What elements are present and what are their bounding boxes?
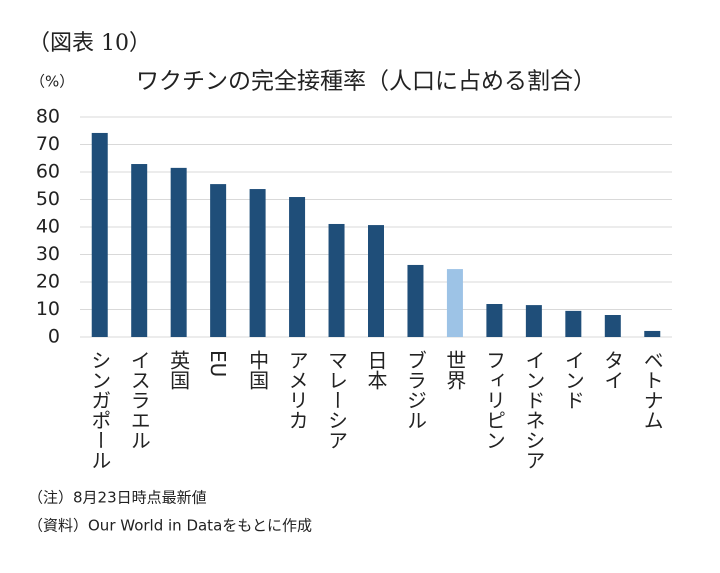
x-tick-label: フィリピン xyxy=(482,350,506,450)
x-tick-label: イスラエル xyxy=(127,350,151,450)
figure-label: （図表 10） xyxy=(28,31,151,56)
bar xyxy=(525,305,542,337)
y-tick-label: 60 xyxy=(36,161,60,183)
bar xyxy=(91,132,108,337)
bar xyxy=(368,225,384,337)
y-tick-label: 0 xyxy=(48,326,60,348)
y-tick-label: 50 xyxy=(36,188,60,210)
y-tick-label: 30 xyxy=(36,243,60,265)
x-tick-label: 中国 xyxy=(246,350,270,390)
x-tick-label: ベトナム xyxy=(640,350,664,430)
bar xyxy=(328,223,345,337)
x-tick-label: マレーシア xyxy=(325,350,349,450)
bar xyxy=(644,330,661,337)
bar xyxy=(210,184,227,337)
y-tick-label: 80 xyxy=(36,106,60,128)
bar xyxy=(604,315,621,337)
note: （注）8月23日時点最新値 xyxy=(28,489,207,507)
x-tick-label: インド xyxy=(561,350,585,410)
y-tick-label: 20 xyxy=(36,271,60,293)
y-tick-label: 70 xyxy=(36,133,60,155)
x-tick-label: 世界 xyxy=(443,350,467,390)
x-tick-label: ブラジル xyxy=(403,350,427,430)
x-tick-label: インドネシア xyxy=(522,350,546,470)
bar xyxy=(407,264,424,337)
y-tick-label: 40 xyxy=(36,216,60,238)
y-axis-label: （%） xyxy=(30,73,74,91)
source: （資料）Our World in Dataをもとに作成 xyxy=(28,517,312,535)
bar xyxy=(170,167,187,337)
x-tick-label: EU xyxy=(206,350,230,377)
bar xyxy=(131,164,148,337)
y-tick-label: 10 xyxy=(36,298,60,320)
x-tick-label: 英国 xyxy=(167,350,191,390)
x-tick-label: 日本 xyxy=(364,350,388,390)
bar xyxy=(289,197,306,337)
bar xyxy=(565,310,582,337)
bar xyxy=(486,304,503,337)
x-tick-label: タイ xyxy=(601,350,625,390)
x-tick-label: アメリカ xyxy=(285,350,309,430)
bar xyxy=(446,269,463,337)
bar xyxy=(249,189,266,337)
chart-title: ワクチンの完全接種率（人口に占める割合） xyxy=(136,69,596,95)
x-tick-label: シンガポール xyxy=(88,350,112,470)
